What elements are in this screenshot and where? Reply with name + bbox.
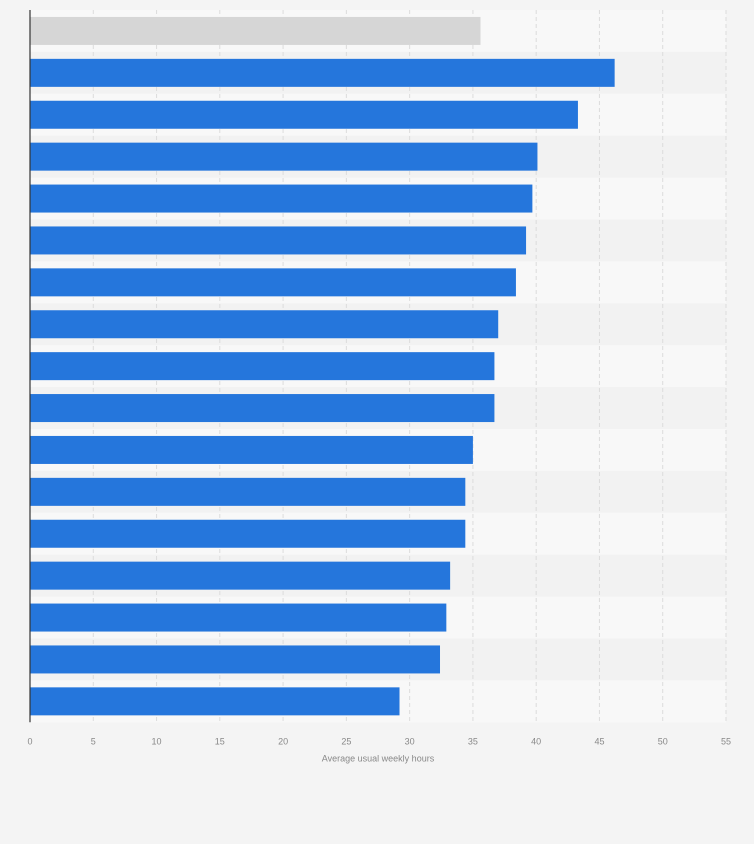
x-tick-label: 35 bbox=[468, 736, 478, 746]
x-tick-label: 5 bbox=[91, 736, 96, 746]
bar[interactable] bbox=[30, 352, 495, 381]
bar[interactable] bbox=[30, 184, 533, 213]
x-tick-label: 45 bbox=[594, 736, 604, 746]
x-tick-label: 25 bbox=[341, 736, 351, 746]
bar[interactable] bbox=[30, 519, 466, 548]
x-tick-label: 0 bbox=[27, 736, 32, 746]
x-tick-label: 50 bbox=[658, 736, 668, 746]
bars bbox=[30, 16, 615, 716]
bar[interactable] bbox=[30, 142, 538, 171]
bar[interactable] bbox=[30, 645, 441, 674]
bar[interactable] bbox=[30, 394, 495, 423]
x-tick-label: 55 bbox=[721, 736, 731, 746]
bar[interactable] bbox=[30, 477, 466, 506]
bar[interactable] bbox=[30, 268, 516, 297]
x-axis-label: Average usual weekly hours bbox=[322, 753, 435, 763]
bar[interactable] bbox=[30, 310, 499, 339]
bar[interactable] bbox=[30, 687, 400, 716]
x-tick-label: 40 bbox=[531, 736, 541, 746]
bar[interactable] bbox=[30, 561, 451, 590]
bar[interactable] bbox=[30, 16, 481, 45]
x-tick-label: 30 bbox=[405, 736, 415, 746]
bar[interactable] bbox=[30, 100, 578, 129]
bar[interactable] bbox=[30, 435, 473, 464]
x-tick-label: 15 bbox=[215, 736, 225, 746]
x-tick-label: 20 bbox=[278, 736, 288, 746]
bar[interactable] bbox=[30, 603, 447, 632]
x-axis-ticks: 0 5 10 15 20 25 30 35 40 45 50 55 bbox=[27, 736, 731, 746]
bar[interactable] bbox=[30, 226, 527, 255]
x-tick-label: 10 bbox=[152, 736, 162, 746]
bar[interactable] bbox=[30, 58, 615, 87]
